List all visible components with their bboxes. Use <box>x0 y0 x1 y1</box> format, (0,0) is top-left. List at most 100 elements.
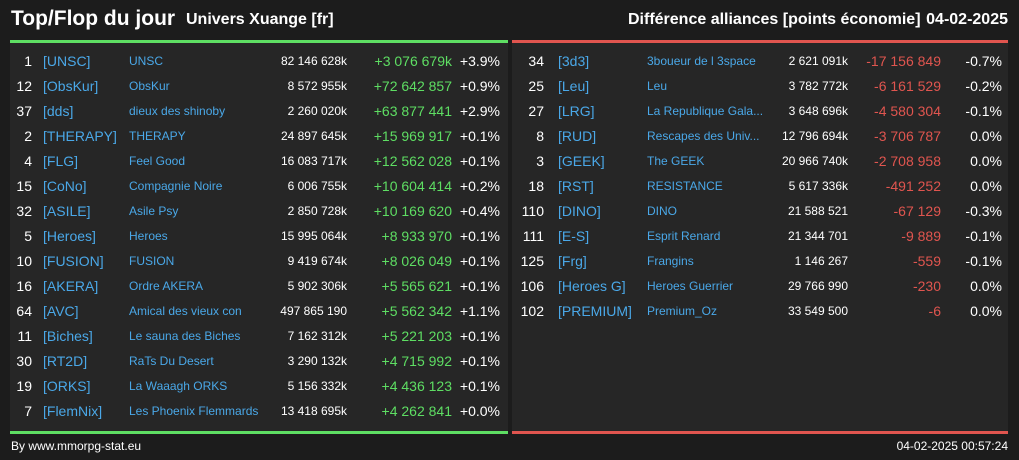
flop-panel: 34 [3d3] 3boueur de l 3space 2 621 091k -17 … <box>512 40 1008 434</box>
alliance-name-link[interactable]: THERAPY <box>129 129 186 143</box>
alliance-name-link[interactable]: Heroes Guerrier <box>647 279 734 293</box>
alliance-name-link[interactable]: RaTs Du Desert <box>129 354 214 368</box>
alliance-name-link[interactable]: RESISTANCE <box>647 179 723 193</box>
alliance-name-link[interactable]: 3boueur de l 3space <box>647 54 756 68</box>
percent-change: +0.2% <box>459 178 500 194</box>
alliance-tag-link[interactable]: [FlemNix] <box>43 403 103 419</box>
alliance-rank: 30 <box>16 353 32 369</box>
top-row: 11 [Biches] Le sauna des Biches 7 162 312k +… <box>10 324 508 349</box>
alliance-tag-link[interactable]: [PREMIUM] <box>558 303 632 319</box>
points-difference: +4 715 992 <box>381 353 452 369</box>
alliance-tag-link[interactable]: [RST] <box>558 178 594 194</box>
alliance-points: 12 796 694k <box>781 129 848 143</box>
alliance-name-link[interactable]: Leu <box>647 79 668 93</box>
percent-change: +0.1% <box>459 153 500 169</box>
top-row: 5 [Heroes] Heroes 15 995 064k +8 933 970 +0.1… <box>10 224 508 249</box>
points-difference: +15 969 917 <box>373 128 452 144</box>
alliance-points: 3 782 772k <box>788 79 848 93</box>
alliance-tag-link[interactable]: [GEEK] <box>558 153 605 169</box>
points-difference: -4 580 304 <box>874 103 941 119</box>
alliance-tag-link[interactable]: [AVC] <box>43 303 79 319</box>
alliance-tag-link[interactable]: [Heroes] <box>43 228 96 244</box>
top-row: 1 [UNSC] UNSC 82 146 628k +3 076 679k +3.9% <box>10 49 508 74</box>
alliance-name-link[interactable]: ObsKur <box>129 79 170 93</box>
alliance-name-link[interactable]: Frangins <box>647 254 694 268</box>
alliance-name-link[interactable]: FUSION <box>129 254 175 268</box>
alliance-tag-link[interactable]: [LRG] <box>558 103 595 119</box>
alliance-points: 82 146 628k <box>280 54 347 68</box>
alliance-rank: 11 <box>17 328 32 344</box>
alliance-name-link[interactable]: Le sauna des Biches <box>129 329 241 343</box>
alliance-name-link[interactable]: Compagnie Noire <box>129 179 223 193</box>
percent-change: 0.0% <box>970 303 1002 319</box>
alliance-tag-link[interactable]: [E-S] <box>558 228 590 244</box>
alliance-name-link[interactable]: Asile Psy <box>129 204 179 218</box>
alliance-name-link[interactable]: dieux des shinoby <box>129 104 226 118</box>
top-row: 16 [AKERA] Ordre AKERA 5 902 306k +5 565 621… <box>10 274 508 299</box>
alliance-tag-link[interactable]: [FLG] <box>43 153 79 169</box>
points-difference: -559 <box>912 253 941 269</box>
alliance-name-link[interactable]: Ordre AKERA <box>129 279 204 293</box>
top-row: 64 [AVC] Amical des vieux con 497 865 190 +5… <box>10 299 508 324</box>
percent-change: +3.9% <box>459 53 500 69</box>
alliance-name-link[interactable]: Rescapes des Univ... <box>647 129 760 143</box>
flop-row: 106 [Heroes G] Heroes Guerrier 29 766 990 -2… <box>512 274 1008 299</box>
alliance-tag-link[interactable]: [ObsKur] <box>43 78 99 94</box>
alliance-name-link[interactable]: Les Phoenix Flemmards <box>129 404 259 418</box>
percent-change: 0.0% <box>970 178 1002 194</box>
alliance-name-link[interactable]: The GEEK <box>647 154 705 168</box>
universe-label: Univers Xuange [fr] <box>186 11 334 28</box>
alliance-rank: 102 <box>520 303 544 319</box>
alliance-name-link[interactable]: La Waaagh ORKS <box>129 379 228 393</box>
points-difference: +72 642 857 <box>373 78 452 94</box>
points-difference: +3 076 679k <box>374 53 452 69</box>
footer-credit[interactable]: By www.mmorpg-stat.eu <box>11 439 142 453</box>
alliance-points: 497 865 190 <box>280 304 347 318</box>
alliance-rank: 32 <box>16 203 32 219</box>
alliance-name-link[interactable]: Premium_Oz <box>647 304 718 318</box>
top-panel: 1 [UNSC] UNSC 82 146 628k +3 076 679k +3.9% 12… <box>10 40 508 434</box>
alliance-rank: 25 <box>528 78 544 94</box>
alliance-rank: 37 <box>16 103 32 119</box>
alliance-tag-link[interactable]: [AKERA] <box>43 278 99 294</box>
alliance-tag-link[interactable]: [Leu] <box>558 78 590 94</box>
alliance-name-link[interactable]: Amical des vieux con <box>129 304 242 318</box>
percent-change: +0.1% <box>459 328 500 344</box>
footer-timestamp: 04-02-2025 00:57:24 <box>896 439 1008 453</box>
alliance-rank: 4 <box>24 153 32 169</box>
alliance-tag-link[interactable]: [FUSION] <box>43 253 104 269</box>
alliance-tag-link[interactable]: [ORKS] <box>43 378 91 394</box>
header: Top/Flop du jour Univers Xuange [fr] Dif… <box>0 0 1019 40</box>
points-difference: +8 933 970 <box>381 228 452 244</box>
top-row: 10 [FUSION] FUSION 9 419 674k +8 026 049 +0.1… <box>10 249 508 274</box>
top-row: 4 [FLG] Feel Good 16 083 717k +12 562 028 +0.… <box>10 149 508 174</box>
alliance-tag-link[interactable]: [Frg] <box>558 253 587 269</box>
percent-change: 0.0% <box>970 128 1002 144</box>
alliance-tag-link[interactable]: [CoNo] <box>43 178 87 194</box>
alliance-tag-link[interactable]: [RT2D] <box>43 353 88 369</box>
points-difference: -17 156 849 <box>866 53 941 69</box>
alliance-points: 33 549 500 <box>787 304 848 318</box>
alliance-name-link[interactable]: Esprit Renard <box>647 229 721 243</box>
points-difference: +4 262 841 <box>381 403 452 419</box>
alliance-name-link[interactable]: Heroes <box>129 229 168 243</box>
alliance-points: 9 419 674k <box>287 254 347 268</box>
alliance-tag-link[interactable]: [3d3] <box>558 53 590 69</box>
alliance-rank: 2 <box>24 128 32 144</box>
alliance-name-link[interactable]: La Republique Gala... <box>647 104 764 118</box>
alliance-tag-link[interactable]: [dds] <box>43 103 74 119</box>
alliance-tag-link[interactable]: [UNSC] <box>43 53 91 69</box>
alliance-tag-link[interactable]: [Biches] <box>43 328 93 344</box>
alliance-rank: 34 <box>528 53 544 69</box>
percent-change: -0.3% <box>965 203 1002 219</box>
alliance-tag-link[interactable]: [THERAPY] <box>43 128 117 144</box>
alliance-tag-link[interactable]: [DINO] <box>558 203 601 219</box>
alliance-tag-link[interactable]: [RUD] <box>558 128 597 144</box>
alliance-name-link[interactable]: UNSC <box>129 54 164 68</box>
alliance-tag-link[interactable]: [Heroes G] <box>558 278 626 294</box>
alliance-name-link[interactable]: DINO <box>647 204 677 218</box>
alliance-name-link[interactable]: Feel Good <box>129 154 186 168</box>
alliance-points: 5 902 306k <box>287 279 347 293</box>
alliance-tag-link[interactable]: [ASILE] <box>43 203 91 219</box>
alliance-rank: 106 <box>520 278 544 294</box>
